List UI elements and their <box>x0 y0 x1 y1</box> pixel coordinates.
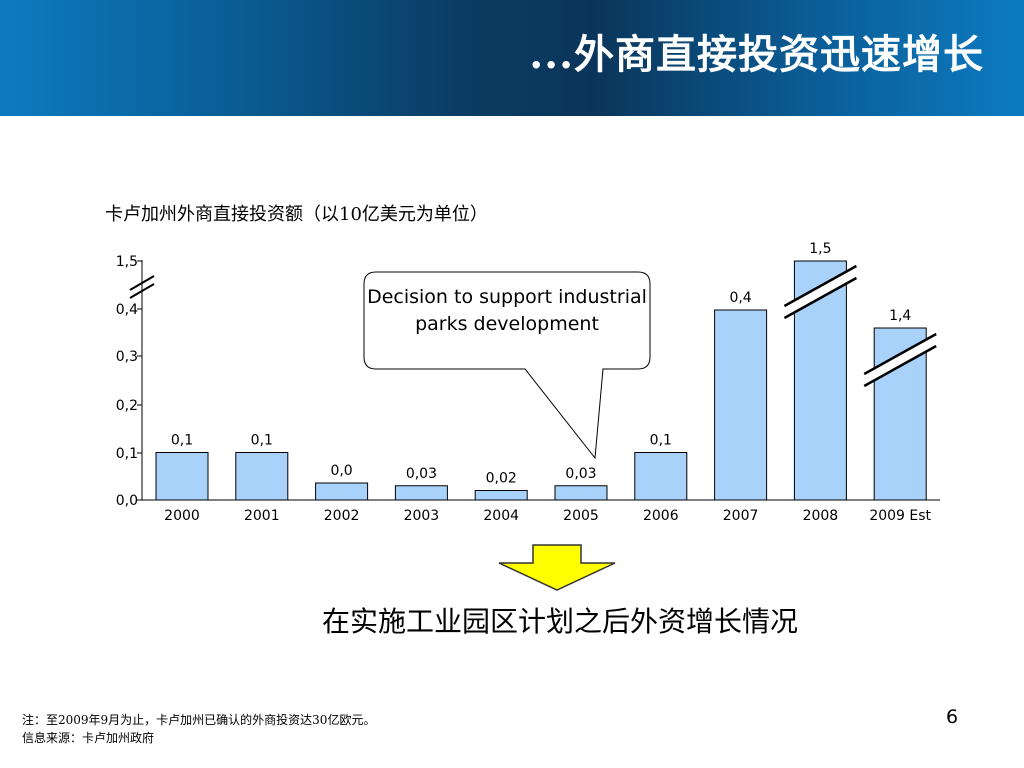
axis-break-mark <box>129 283 155 299</box>
title-bar: ...外商直接投资迅速增长 <box>0 0 1024 116</box>
x-tick-label: 2000 <box>164 508 200 524</box>
data-label: 0,0 <box>330 463 352 479</box>
bar <box>155 452 209 501</box>
callout-text: Decision to support industrial parks dev… <box>367 286 647 335</box>
footnote: 注：至2009年9月为止，卡卢加州已确认的外商投资达30亿欧元。 信息来源：卡卢… <box>22 711 375 747</box>
bar-break-gap <box>864 334 937 386</box>
callout-bubble <box>363 271 651 460</box>
x-tick-label: 2006 <box>643 508 679 524</box>
data-label: 1,4 <box>889 308 911 324</box>
data-label: 0,03 <box>565 466 596 482</box>
data-label: 0,4 <box>729 290 751 306</box>
x-tick-label: 2004 <box>483 508 519 524</box>
axis-break-mark <box>129 275 155 291</box>
footnote-note: 注：至2009年9月为止，卡卢加州已确认的外商投资达30亿欧元。 <box>22 713 376 727</box>
page-number: 6 <box>946 706 959 728</box>
bar <box>554 485 608 501</box>
conclusion-text: 在实施工业园区计划之后外资增长情况 <box>321 605 798 638</box>
bar-break-mark <box>863 332 937 376</box>
data-label: 0,1 <box>251 433 273 449</box>
bar-break-gap <box>784 266 857 318</box>
x-tick-label: 2007 <box>723 508 759 524</box>
data-label: 1,5 <box>809 241 831 257</box>
footnote-source: 信息来源：卡卢加州政府 <box>22 731 155 745</box>
x-tick-label: 2003 <box>404 508 440 524</box>
x-tick-label: 2009 Est <box>869 508 931 524</box>
bar <box>315 482 369 501</box>
bar-break-mark <box>783 264 858 308</box>
y-tick-label: 0,1 <box>116 446 138 462</box>
bar-chart: 0,0 0,1 0,2 0,3 0,4 1,5 0,1 2000 0,1 2001 0,0 2002… <box>116 241 940 524</box>
y-tick-label: 0,4 <box>116 302 138 318</box>
down-arrow-icon <box>498 544 616 591</box>
bar <box>235 452 289 501</box>
y-tick-label: 0,2 <box>116 398 138 414</box>
bar <box>394 485 448 501</box>
data-label: 0,03 <box>406 466 437 482</box>
x-tick-label: 2008 <box>803 508 839 524</box>
bar <box>474 490 528 501</box>
data-label: 0,1 <box>650 433 672 449</box>
bar-break-mark <box>863 344 937 388</box>
bar <box>714 309 768 501</box>
bar <box>634 452 688 501</box>
y-tick-label: 1,5 <box>116 254 138 270</box>
x-tick-label: 2005 <box>563 508 599 524</box>
slide-title: ...外商直接投资迅速增长 <box>529 31 984 78</box>
chart-title: 卡卢加州外商直接投资额（以10亿美元为单位） <box>105 204 488 225</box>
x-tick-label: 2001 <box>244 508 280 524</box>
data-label: 0,1 <box>171 433 193 449</box>
x-tick-label: 2002 <box>324 508 360 524</box>
data-label: 0,02 <box>486 471 517 487</box>
y-tick-label: 0,3 <box>116 349 138 365</box>
bar-break-mark <box>783 276 858 320</box>
y-tick-label: 0,0 <box>116 493 138 509</box>
